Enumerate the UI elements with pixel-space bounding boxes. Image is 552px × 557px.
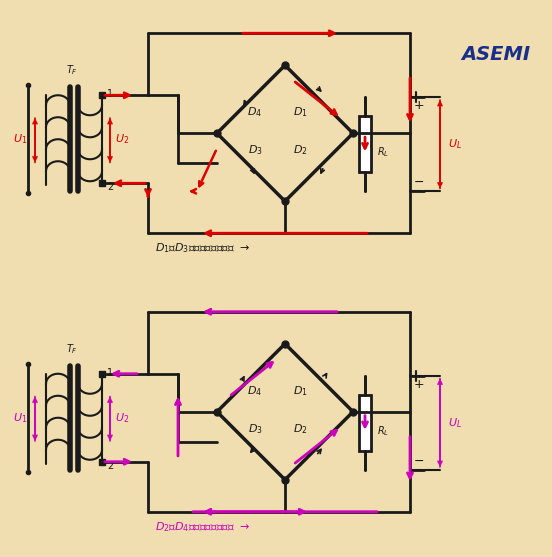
Bar [359, 116, 371, 172]
Text: $D_1$: $D_1$ [293, 105, 307, 119]
Bar [359, 395, 371, 451]
Text: 1: 1 [107, 368, 113, 378]
Text: +: + [414, 378, 424, 391]
Text: $U_L$: $U_L$ [448, 138, 462, 151]
Text: −: − [414, 176, 424, 189]
Text: $D_4$: $D_4$ [247, 384, 263, 398]
Text: $T_F$: $T_F$ [66, 342, 78, 355]
Text: −: − [414, 455, 424, 468]
Text: $U_1$: $U_1$ [13, 133, 27, 146]
Text: 2: 2 [107, 182, 113, 192]
Text: 1: 1 [107, 89, 113, 99]
Text: $D_3$: $D_3$ [248, 422, 262, 436]
Text: $D_3$: $D_3$ [248, 143, 262, 157]
Text: 2: 2 [107, 461, 113, 471]
Text: $U_1$: $U_1$ [13, 411, 27, 424]
Text: $R_L$: $R_L$ [377, 145, 389, 159]
Text: $D_1$、$D_3$导通时的电流方向  →: $D_1$、$D_3$导通时的电流方向 → [155, 241, 251, 255]
Text: ASEMI: ASEMI [461, 45, 530, 64]
Text: $D_2$、$D_4$导通时的电流方向  →: $D_2$、$D_4$导通时的电流方向 → [155, 520, 251, 534]
Text: $R_L$: $R_L$ [377, 424, 389, 438]
Text: $D_1$: $D_1$ [293, 384, 307, 398]
Text: $U_L$: $U_L$ [448, 416, 462, 429]
Text: $U_2$: $U_2$ [115, 411, 129, 424]
Text: +: + [414, 99, 424, 113]
Text: $D_2$: $D_2$ [293, 143, 307, 157]
Text: $T_F$: $T_F$ [66, 63, 78, 77]
Text: $D_4$: $D_4$ [247, 105, 263, 119]
Text: $D_2$: $D_2$ [293, 422, 307, 436]
Text: $U_2$: $U_2$ [115, 133, 129, 146]
